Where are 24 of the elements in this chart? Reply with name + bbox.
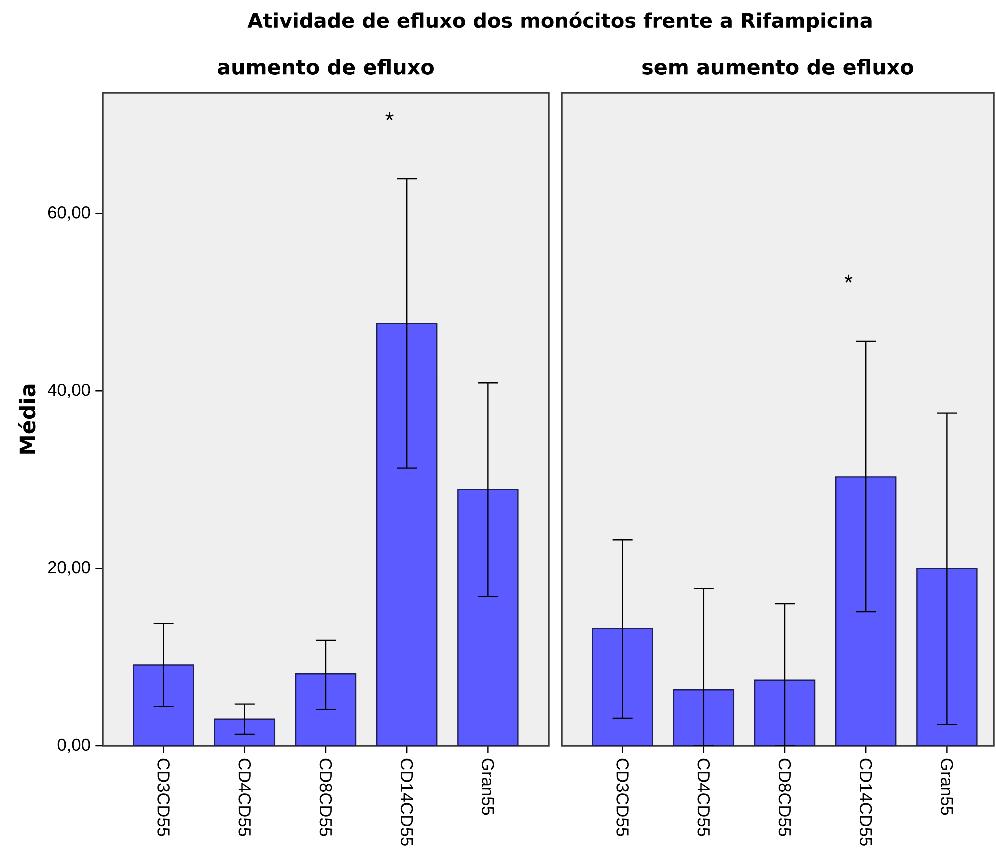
x-tick-label: Gran55 [941,758,954,816]
bar [214,718,276,746]
x-tick-label: CD14CD55 [400,758,414,846]
annotation: * [844,274,853,283]
bar [376,323,438,746]
y-axis-title: Média [18,384,36,454]
x-tick-label: CD4CD55 [698,758,710,836]
y-tick-label: 20,00 [48,561,90,576]
x-tick-label: CD14CD55 [860,758,872,846]
x-tick-label: CD3CD55 [616,758,629,836]
bar [458,488,519,746]
y-tick-label: 60,00 [48,206,90,221]
annotation: * [386,112,394,120]
chart-title: Atividade de efluxo dos monócitos frente a Rifampicina [248,12,872,32]
x-tick-label: CD3CD55 [158,758,170,836]
x-tick-label: Gran55 [482,758,494,816]
x-tick-label: CD4CD55 [238,758,252,836]
chart-subtitle: sem aumento de efluxo [642,58,914,75]
bar [295,674,357,746]
y-tick-label: 0,00 [58,738,90,754]
chart-subtitle: aumento de efluxo [218,58,434,75]
x-tick-label: CD8CD55 [320,758,332,836]
y-tick-label: 40,00 [48,384,90,398]
x-tick-label: CD8CD55 [778,758,792,836]
